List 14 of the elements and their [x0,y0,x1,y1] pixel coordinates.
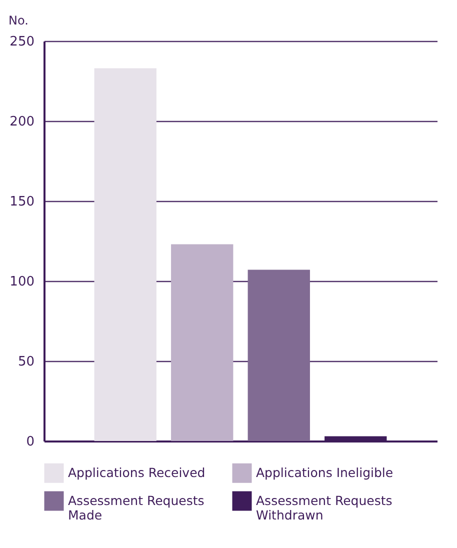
y-tick-label: 0 [26,434,34,450]
y-tick-label: 100 [10,274,34,290]
bar [94,68,156,441]
y-tick-label: 50 [18,354,34,370]
bar [248,270,310,441]
y-tick-label: 250 [10,34,34,50]
bar [171,244,234,441]
legend-label: Assessment Requests Withdrawn [256,493,392,522]
y-tick-label: 150 [10,194,34,210]
legend-label: Assessment Requests Made [68,493,204,522]
y-tick-label: 200 [10,114,34,130]
y-axis-title: No. [8,14,28,28]
legend-label: Applications Ineligible [256,465,394,480]
legend-label: Applications Received [68,465,206,480]
